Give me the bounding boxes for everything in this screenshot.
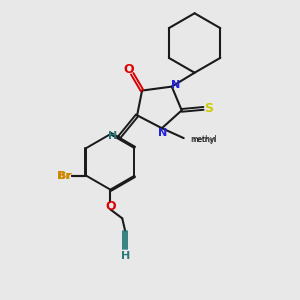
Text: Br: Br — [57, 171, 70, 181]
Text: O: O — [123, 63, 134, 76]
Text: H: H — [108, 131, 117, 141]
Text: Br: Br — [58, 171, 71, 181]
Text: S: S — [204, 102, 213, 115]
Text: H: H — [121, 251, 130, 261]
Text: N: N — [158, 128, 167, 138]
Text: N: N — [171, 80, 180, 90]
Text: O: O — [105, 200, 116, 213]
Text: methyl: methyl — [190, 135, 218, 144]
Text: methyl: methyl — [192, 137, 216, 143]
